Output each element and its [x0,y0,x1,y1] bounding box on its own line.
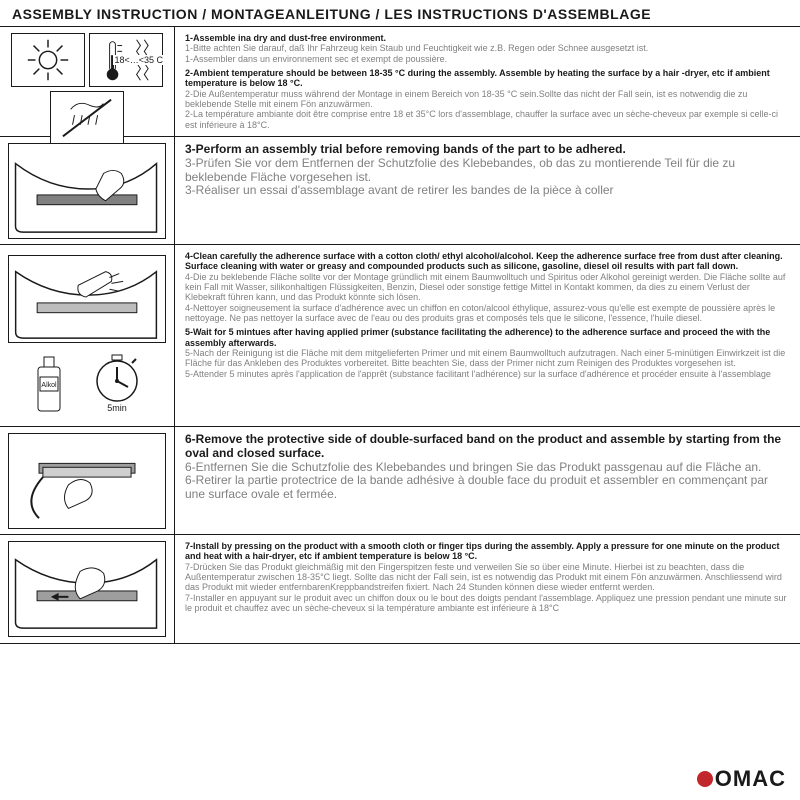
sun-icon [11,33,85,87]
step-7-head: 7-Install by pressing on the product wit… [185,541,790,562]
illustration-clean-wait: Alkol 5min [0,245,175,426]
step-7-de: 7-Drücken Sie das Produkt gleichmäßig mi… [185,562,790,593]
step-row-7: 7-Install by pressing on the product wit… [0,534,800,644]
step-6-head: 6-Remove the protective side of double-s… [185,433,790,461]
step-5-head: 5-Wait for 5 mintues after having applie… [185,327,790,348]
page-title: ASSEMBLY INSTRUCTION / MONTAGEANLEITUNG … [0,0,800,26]
step-5-fr: 5-Attender 5 minutes après l'application… [185,369,790,379]
step-3-de: 3-Prüfen Sie vor dem Entfernen der Schut… [185,157,790,185]
step-5-de: 5-Nach der Reinigung ist die Fläche mit … [185,348,790,369]
step-3-head: 3-Perform an assembly trial before remov… [185,143,790,157]
press-install-icon [8,541,166,637]
brand-text: OMAC [715,766,786,792]
step-3-fr: 3-Réaliser un essai d'assemblage avant d… [185,184,790,198]
step-row-1-2: 18<…<35 C 1-Assemble ina dry and dust-fr… [0,26,800,136]
thermometer-icon: 18<…<35 C [89,33,163,87]
step-2-head: 2-Ambient temperature should be between … [185,68,790,89]
step-row-3: 3-Perform an assembly trial before remov… [0,136,800,244]
illustration-peel-tape [0,427,175,534]
step-1-2-text: 1-Assemble ina dry and dust-free environ… [175,27,800,136]
illustration-trial-fit [0,137,175,244]
step-6-fr: 6-Retirer la partie protectrice de la ba… [185,474,790,502]
timer-icon: 5min [82,347,152,417]
step-row-4-5: Alkol 5min 4-Clean carefully the adheren… [0,244,800,426]
step-6-text: 6-Remove the protective side of double-s… [175,427,800,534]
step-4-5-text: 4-Clean carefully the adherence surface … [175,245,800,426]
step-1-head: 1-Assemble ina dry and dust-free environ… [185,33,790,43]
steps-container: 18<…<35 C 1-Assemble ina dry and dust-fr… [0,26,800,760]
no-moisture-icon [50,91,124,145]
step-6-de: 6-Entfernen Sie die Schutzfolie des Kleb… [185,461,790,475]
step-2-de: 2-Die Außentemperatur muss während der M… [185,89,790,110]
temp-range-label: 18<…<35 C [113,55,164,65]
brand-dot-icon [697,771,713,787]
step-4-de: 4-Die zu beklebende Fläche sollte vor de… [185,272,790,303]
trial-fit-icon [8,143,166,239]
alcohol-label: Alkol [41,382,57,389]
svg-text:5min: 5min [107,403,127,413]
peel-tape-icon [8,433,166,529]
clean-surface-icon [8,255,166,343]
step-row-6: 6-Remove the protective side of double-s… [0,426,800,534]
step-2-fr: 2-La température ambiante doit être comp… [185,109,790,130]
step-4-head: 4-Clean carefully the adherence surface … [185,251,790,272]
illustration-press-install [0,535,175,643]
brand-logo: OMAC [697,766,786,792]
alcohol-bottle-icon: Alkol [22,347,76,417]
footer: OMAC [0,760,800,800]
step-1-fr: 1-Assembler dans un environnement sec et… [185,54,790,64]
step-3-text: 3-Perform an assembly trial before remov… [175,137,800,244]
step-7-fr: 7-Installer en appuyant sur le produit a… [185,593,790,614]
step-1-de: 1-Bitte achten Sie darauf, daß Ihr Fahrz… [185,43,790,53]
illustration-env-temp: 18<…<35 C [0,27,175,136]
step-4-fr: 4-Nettoyer soigneusement la surface d'ad… [185,303,790,324]
assembly-instruction-sheet: ASSEMBLY INSTRUCTION / MONTAGEANLEITUNG … [0,0,800,800]
step-7-text: 7-Install by pressing on the product wit… [175,535,800,643]
